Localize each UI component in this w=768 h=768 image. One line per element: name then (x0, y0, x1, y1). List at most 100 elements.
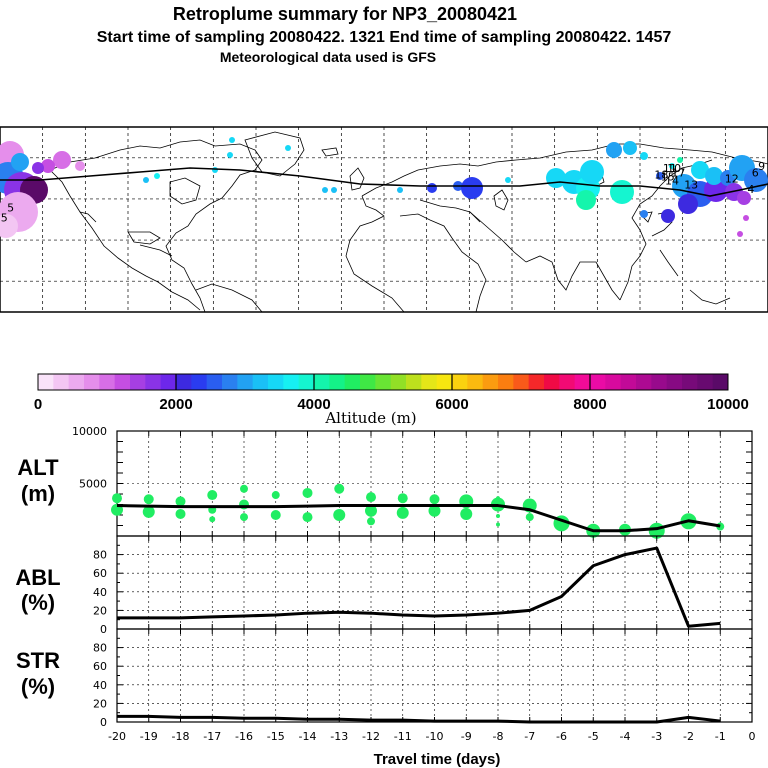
series-line (116, 504, 721, 533)
str-unit: (%) (21, 674, 55, 699)
colorbar-tick-label: 8000 (573, 396, 606, 413)
plume-dot (661, 209, 675, 223)
plume-dot (397, 187, 403, 193)
altitude-point (365, 504, 377, 517)
colorbar-swatch (314, 374, 330, 390)
x-tick-label: -12 (362, 730, 380, 743)
x-tick-label: -15 (267, 730, 285, 743)
colorbar-tick-label: 2000 (159, 396, 192, 413)
plume-dot (691, 161, 709, 179)
altitude-point (397, 493, 408, 504)
altitude-point (209, 516, 216, 523)
x-tick-label: -7 (524, 730, 535, 743)
colorbar-swatch (53, 374, 70, 390)
colorbar-swatch (421, 374, 438, 390)
altitude-colorbar: 0 2000 4000 6000 8000 10000 Altitude (m) (34, 373, 749, 427)
altitude-point (175, 508, 186, 519)
day-label: 10 (667, 162, 681, 175)
altitude-point (143, 494, 154, 505)
y-tick-label: 20 (93, 697, 107, 710)
y-tick-label: 40 (93, 586, 107, 599)
colorbar-tick-label: 0 (34, 396, 42, 413)
map-graticule (0, 127, 768, 312)
y-tick-label: 80 (93, 549, 107, 562)
colorbar-swatch (114, 374, 131, 390)
altitude-point (396, 506, 409, 519)
plume-dot (427, 183, 437, 193)
altitude-point (333, 509, 346, 521)
colorbar-swatch (145, 374, 162, 390)
colorbar-swatch (712, 374, 729, 390)
day-label: 17 (671, 166, 685, 179)
plume-dot (743, 215, 749, 221)
colorbar-swatch (237, 374, 254, 390)
colorbar-swatch (636, 374, 652, 390)
figure-title: Retroplume summary for NP3_20080421 (173, 4, 517, 24)
altitude-point (112, 493, 122, 504)
altitude-point (240, 513, 248, 522)
altitude-point (302, 512, 313, 523)
y-tick-label: 5000 (79, 478, 107, 491)
alt-unit: (m) (21, 481, 55, 506)
day-label: 5 (1, 212, 8, 225)
abl-unit: (%) (21, 590, 55, 615)
plume-dot (461, 177, 483, 199)
plume-dot (669, 163, 675, 169)
plume-dot (580, 160, 604, 184)
y-tick-label: 60 (93, 567, 107, 580)
colorbar-swatch (406, 374, 422, 390)
colorbar-swatch (68, 374, 85, 390)
alt-label: ALT (17, 455, 59, 480)
colorbar-swatch (344, 374, 361, 390)
colorbar-swatch (268, 374, 284, 390)
colorbar-swatch (452, 374, 468, 390)
colorbar-swatch (574, 374, 591, 390)
colorbar-swatch (222, 374, 238, 390)
colorbar-swatch (38, 374, 54, 390)
day-label: 13 (684, 179, 698, 192)
plume-dot (606, 142, 622, 158)
y-tick-label: 10000 (72, 425, 107, 438)
x-tick-label: -5 (588, 730, 599, 743)
plume-dot (640, 152, 648, 160)
plume-dot (285, 145, 291, 151)
colorbar-swatch (605, 374, 622, 390)
altitude-point (429, 494, 440, 505)
alt-panel: ALT (m) 5000 10000 (17, 425, 753, 539)
colorbar-swatch (513, 374, 530, 390)
colorbar-swatch (682, 374, 698, 390)
plume-dot (322, 187, 328, 193)
abl-label: ABL (15, 565, 60, 590)
day-label: 5 (7, 201, 14, 214)
colorbar-swatch (697, 374, 714, 390)
colorbar-swatch (375, 374, 392, 390)
series-line (117, 546, 721, 628)
altitude-point (270, 510, 281, 520)
x-tick-label: -17 (203, 730, 221, 743)
y-tick-label: 20 (93, 604, 107, 617)
altitude-point (302, 487, 313, 498)
plume-dot (41, 159, 55, 173)
plume-dot (212, 167, 218, 173)
plume-dot (53, 151, 71, 169)
day-label: 15 (661, 170, 675, 183)
mean-trajectory (0, 167, 768, 197)
x-tick-label: -2 (683, 730, 694, 743)
plume-dot (640, 210, 648, 218)
x-tick-label: -6 (556, 730, 567, 743)
colorbar-swatch (620, 374, 637, 390)
colorbar-swatch (498, 374, 514, 390)
colorbar-swatch (160, 374, 177, 390)
altitude-point (525, 513, 534, 522)
plume-dot (737, 231, 743, 237)
colorbar-swatch (252, 374, 269, 390)
x-tick-label: -8 (493, 730, 504, 743)
x-tick-label: -1 (715, 730, 726, 743)
x-tick-label: -14 (299, 730, 317, 743)
colorbar-frame (37, 373, 729, 391)
colorbar-swatch (390, 374, 407, 390)
colorbar-label: Altitude (m) (324, 409, 416, 427)
altitude-point (334, 483, 345, 494)
